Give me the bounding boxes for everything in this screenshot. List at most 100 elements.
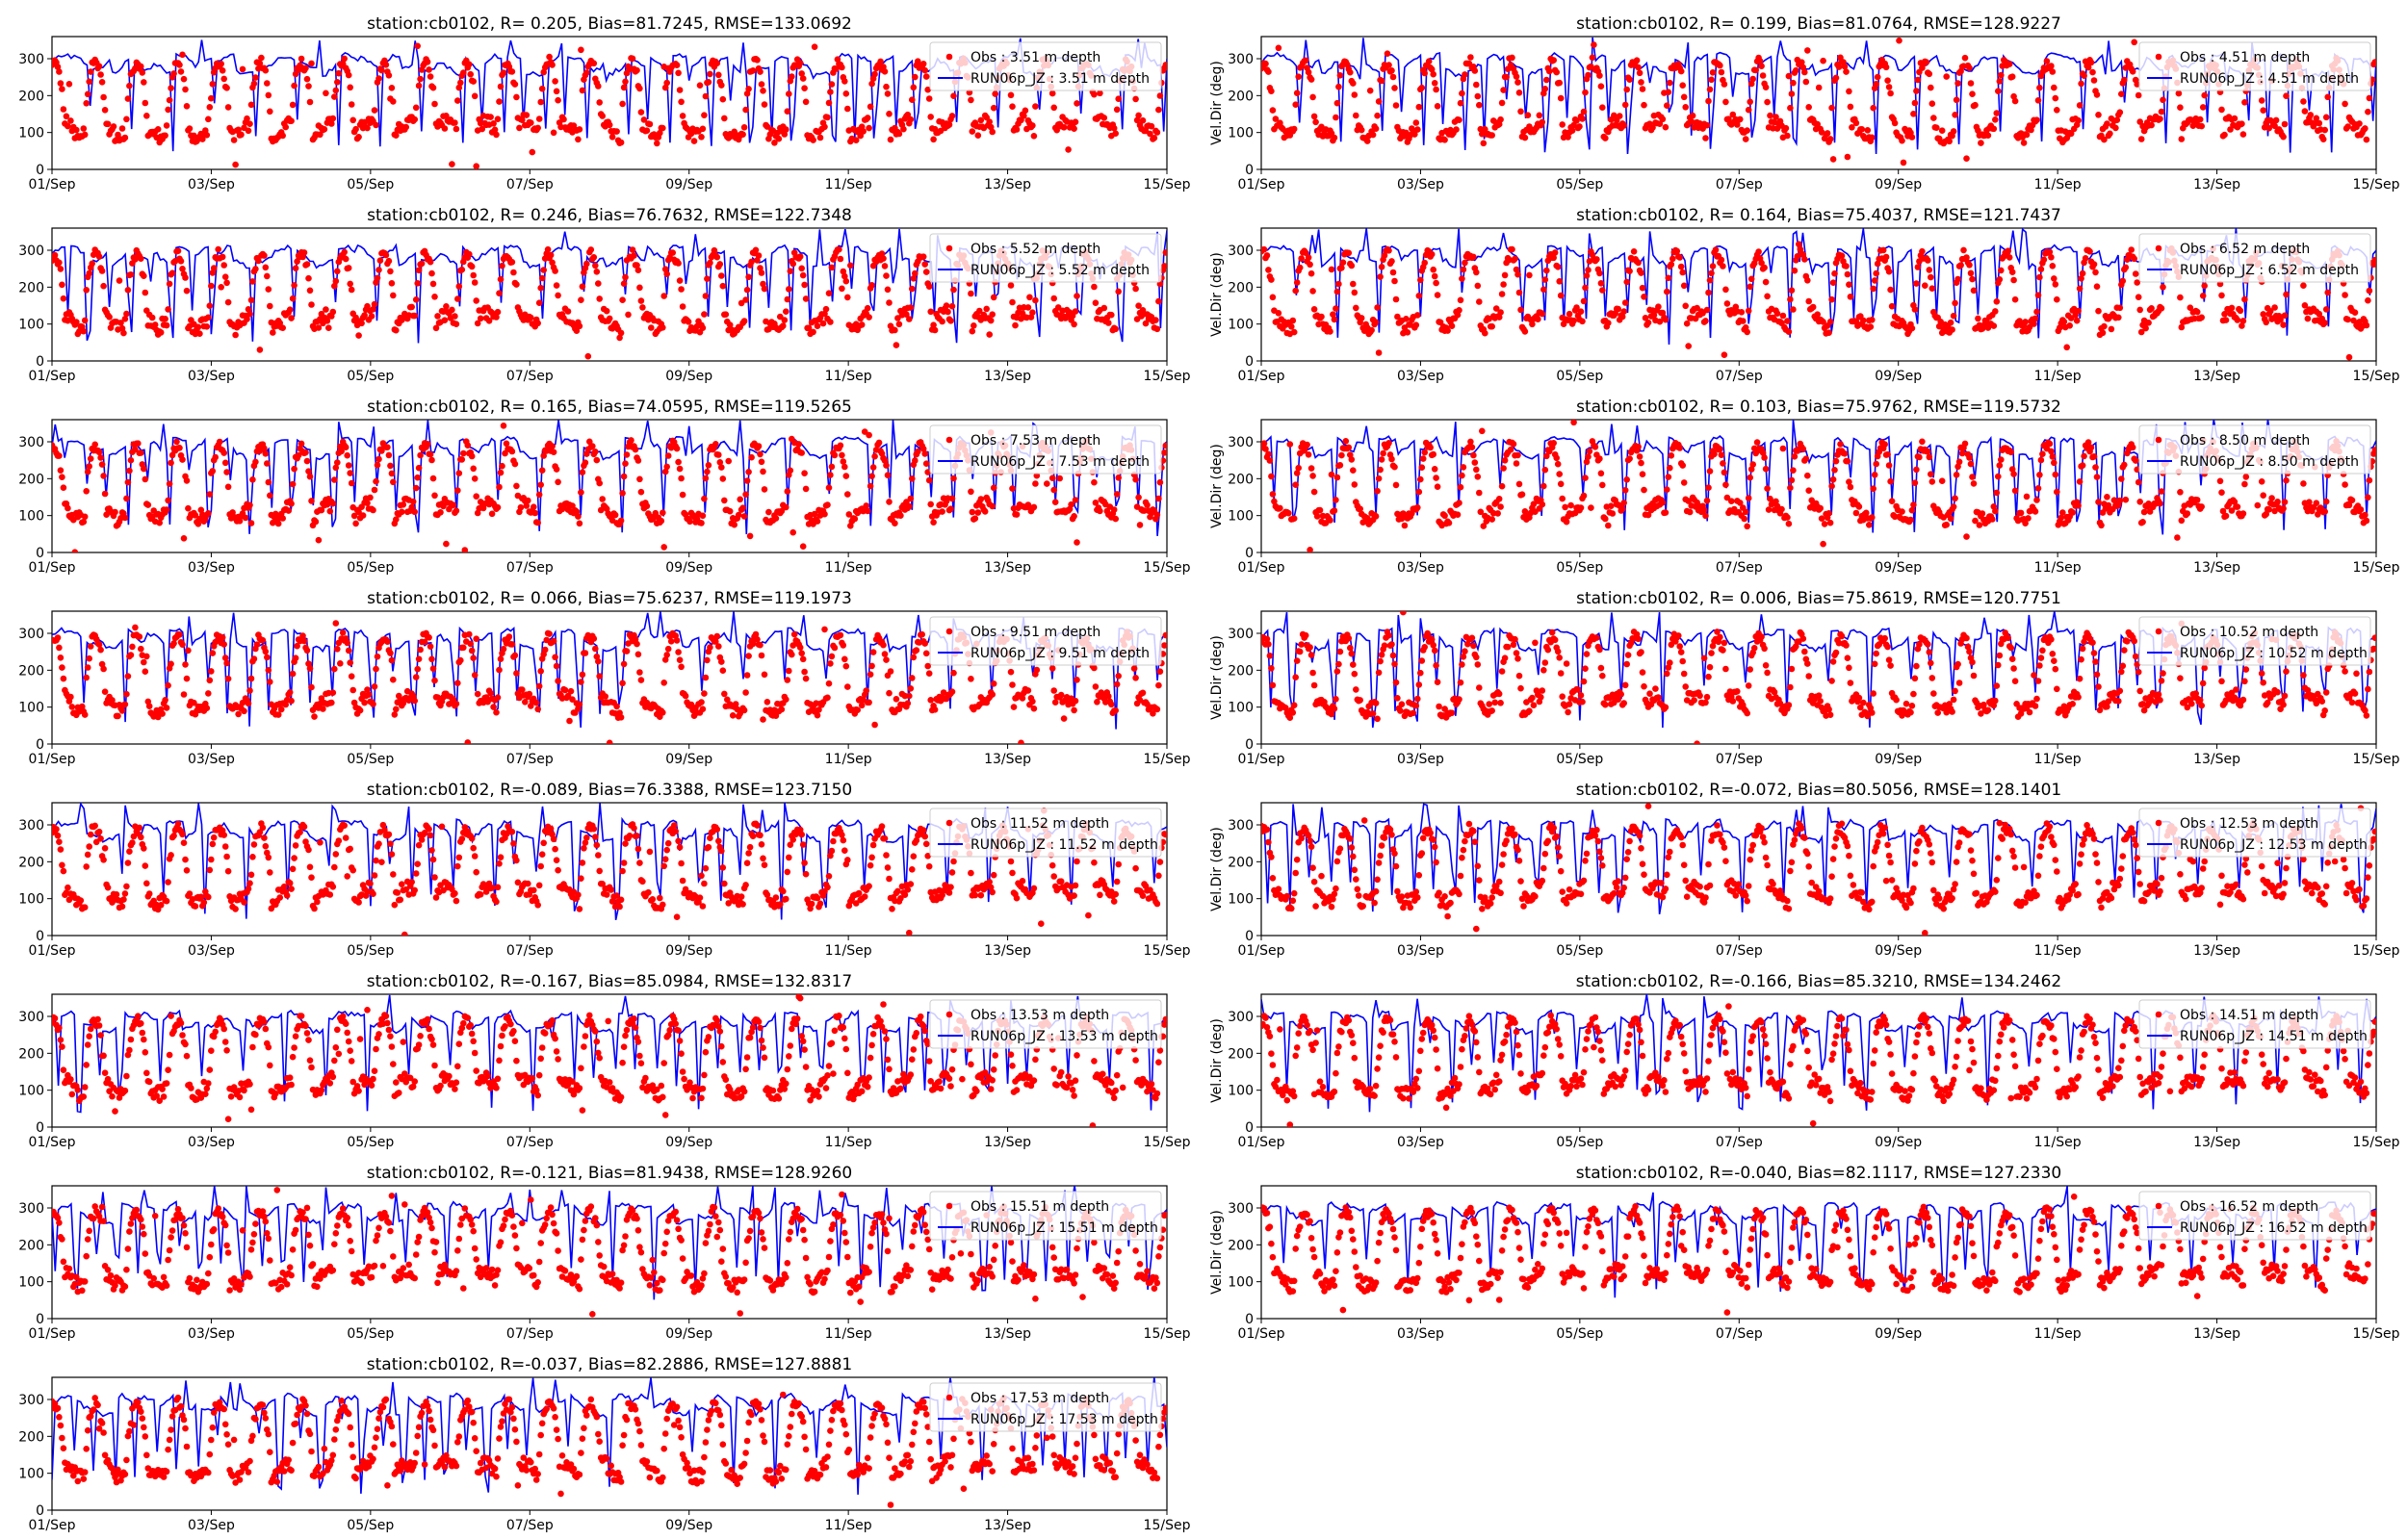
obs-point: [431, 100, 438, 108]
obs-point: [1887, 477, 1894, 485]
subplot-1: station:cb0102, R= 0.205, Bias=81.7245, …: [18, 14, 1190, 192]
obs-point: [1615, 305, 1621, 313]
obs-point: [663, 79, 670, 87]
obs-point: [2300, 480, 2307, 487]
obs-point: [1773, 310, 1781, 318]
obs-point: [112, 508, 118, 516]
obs-point: [84, 664, 91, 671]
obs-point: [441, 317, 449, 324]
obs-point: [2342, 100, 2348, 108]
obs-point: [2348, 497, 2356, 503]
obs-point: [1153, 511, 1161, 519]
obs-point: [549, 62, 556, 68]
obs-point: [1092, 299, 1100, 307]
obs-point: [1874, 260, 1881, 268]
obs-point: [795, 441, 802, 448]
obs-point: [1307, 270, 1315, 277]
obs-point: [893, 342, 900, 348]
obs-point: [101, 688, 109, 695]
obs-point: [1824, 130, 1831, 137]
obs-point: [98, 79, 106, 86]
obs-point: [2199, 293, 2207, 299]
obs-point: [1950, 128, 1957, 135]
obs-point: [721, 115, 728, 122]
obs-point: [519, 116, 526, 123]
obs-point: [1389, 73, 1397, 81]
obs-point: [1562, 503, 1568, 511]
obs-point: [67, 693, 74, 701]
obs-point: [871, 70, 878, 78]
obs-point: [120, 329, 127, 337]
y-tick-label: 100: [1228, 126, 1254, 141]
obs-point: [989, 311, 996, 319]
obs-point: [141, 272, 147, 280]
obs-point: [247, 101, 255, 109]
obs-point: [206, 104, 214, 111]
obs-point: [265, 286, 272, 293]
obs-point: [950, 286, 957, 294]
obs-point: [722, 311, 730, 319]
obs-point: [1518, 491, 1526, 498]
obs-point: [1722, 481, 1729, 489]
obs-point: [262, 66, 270, 74]
obs-point: [154, 126, 162, 133]
obs-point: [308, 498, 315, 504]
obs-point: [1784, 514, 1791, 521]
obs-point: [1785, 72, 1793, 80]
obs-point: [148, 314, 156, 321]
obs-point: [739, 504, 746, 511]
obs-point: [977, 496, 985, 502]
obs-point: [244, 115, 250, 122]
obs-point: [1051, 499, 1059, 505]
x-tick-label: 07/Sep: [1716, 177, 1763, 192]
obs-point: [702, 475, 710, 482]
obs-point: [1874, 73, 1881, 81]
obs-point: [1623, 86, 1630, 93]
obs-point: [2073, 317, 2081, 324]
obs-point: [2365, 108, 2371, 116]
obs-point: [2011, 295, 2019, 303]
obs-point: [713, 253, 721, 261]
obs-point: [298, 440, 305, 448]
obs-point: [716, 261, 724, 268]
obs-point: [535, 491, 543, 499]
obs-point: [1952, 299, 1958, 307]
obs-point: [191, 132, 197, 140]
obs-point: [453, 125, 460, 133]
obs-point: [1747, 474, 1753, 481]
obs-point: [2076, 102, 2083, 109]
obs-point: [95, 253, 103, 260]
obs-point: [224, 104, 232, 111]
obs-point: [1457, 99, 1464, 107]
obs-point: [1543, 267, 1550, 274]
obs-point: [2199, 104, 2207, 111]
obs-point: [2231, 115, 2239, 122]
obs-point: [1788, 90, 1796, 97]
obs-point: [704, 275, 711, 283]
obs-point: [244, 316, 250, 322]
obs-point: [208, 282, 215, 290]
obs-point: [540, 267, 547, 273]
obs-point: [373, 477, 379, 485]
obs-point: [620, 280, 628, 288]
obs-point: [595, 83, 602, 90]
obs-point: [1673, 247, 1681, 255]
obs-point: [332, 464, 340, 472]
obs-point: [2017, 509, 2025, 517]
obs-point: [2231, 499, 2239, 505]
obs-point: [719, 282, 727, 290]
obs-point: [163, 321, 170, 329]
obs-point: [1348, 456, 1356, 463]
obs-point: [449, 161, 455, 167]
obs-point: [2136, 306, 2143, 314]
obs-point: [1509, 54, 1515, 62]
obs-point: [124, 478, 132, 486]
obs-point: [2082, 255, 2089, 262]
obs-point: [1115, 475, 1122, 481]
obs-point: [851, 515, 859, 523]
obs-point: [1576, 123, 1583, 130]
x-tick-label: 01/Sep: [29, 560, 76, 576]
obs-point: [1557, 480, 1565, 488]
obs-point: [1744, 523, 1750, 530]
obs-point: [2371, 447, 2376, 453]
